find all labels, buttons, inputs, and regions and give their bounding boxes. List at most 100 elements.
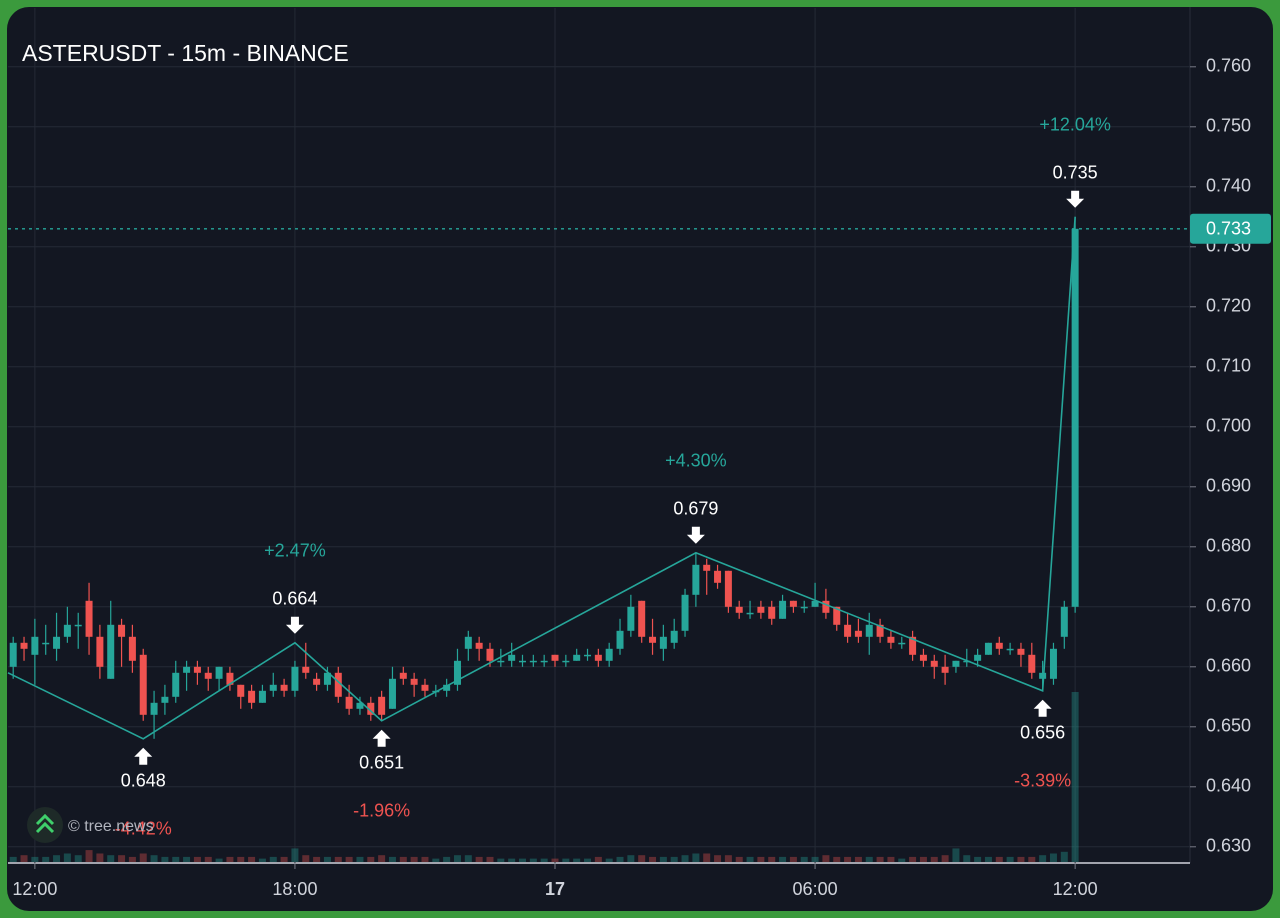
volume-bar (172, 856, 180, 862)
volume-bar (952, 848, 960, 862)
y-tick-label: 0.760 (1206, 56, 1251, 76)
candle-body (865, 624, 873, 637)
candle-body (1071, 228, 1079, 607)
volume-bar (638, 855, 646, 862)
volume-bar (161, 856, 169, 862)
candle-body (345, 696, 353, 709)
last-price-box (1190, 213, 1271, 244)
candle-body (692, 564, 700, 595)
volume-bar (226, 856, 234, 862)
candle-body (74, 624, 82, 627)
volume-bar (345, 856, 353, 862)
x-tick-label: 06:00 (793, 879, 838, 899)
candle-body (161, 696, 169, 703)
candle-body (128, 636, 136, 661)
panel (7, 7, 1273, 911)
last-price-label: 0.733 (1206, 219, 1251, 239)
candle-body (551, 654, 559, 661)
volume-bar (714, 855, 722, 862)
grid (8, 8, 1190, 863)
volume-bar (215, 858, 223, 862)
candle-body (367, 702, 375, 715)
y-tick-label: 0.720 (1206, 296, 1251, 316)
volume-bar (128, 856, 136, 862)
volume-bar (1049, 853, 1057, 862)
pivot-price: 0.656 (1020, 723, 1065, 743)
candle-body (204, 672, 212, 679)
volume-bar (909, 856, 917, 862)
volume-bar (627, 855, 635, 862)
candle-body (562, 660, 570, 663)
volume-bar (323, 856, 331, 862)
volume-bar (334, 856, 342, 862)
volume-bar (941, 855, 949, 862)
candle-body (421, 684, 429, 691)
volume-bar (692, 853, 700, 862)
pivot-arrow (134, 747, 153, 765)
pivot-change: -4.42% (115, 819, 172, 839)
candle-body (356, 702, 364, 709)
volume-layer (9, 692, 1079, 862)
y-tick-label: 0.740 (1206, 176, 1251, 196)
candle-body (399, 672, 407, 679)
y-tick-label: 0.660 (1206, 656, 1251, 676)
candle-body (42, 642, 50, 645)
candle-body (486, 648, 494, 661)
candle-body (746, 612, 754, 615)
candle-body (443, 684, 451, 691)
candle-body (334, 672, 342, 697)
x-tick-label: 17 (545, 879, 565, 899)
candle-body (605, 648, 613, 661)
volume-bar (464, 855, 472, 862)
volume-bar (9, 856, 17, 862)
candle-body (1028, 654, 1036, 673)
pivot-price: 0.735 (1053, 163, 1098, 183)
volume-bar (42, 856, 50, 862)
candle-body (952, 660, 960, 667)
candle-body (193, 666, 201, 673)
volume-bar (85, 850, 93, 862)
candle-body (779, 600, 787, 619)
candle-body (898, 642, 906, 645)
volume-bar (237, 856, 245, 862)
candle-body (594, 654, 602, 661)
candle-body (302, 666, 310, 673)
volume-bar (811, 856, 819, 862)
candle-body (670, 630, 678, 643)
pivot-change: -1.96% (353, 801, 410, 821)
candle-body (724, 570, 732, 607)
x-tick-label: 12:00 (12, 879, 57, 899)
candle-body (258, 690, 266, 703)
candle-body (919, 654, 927, 661)
pivot-change: -3.39% (1014, 771, 1071, 791)
volume-bar (1006, 856, 1014, 862)
pivot-price: 0.679 (673, 499, 718, 519)
candle-body (378, 696, 386, 715)
volume-bar (833, 856, 841, 862)
candle-body (854, 630, 862, 637)
pivot-change: +4.30% (665, 451, 727, 471)
candle-layer (9, 216, 1079, 739)
volume-bar (248, 856, 256, 862)
candle-body (995, 642, 1003, 649)
volume-bar (193, 856, 201, 862)
candle-body (789, 600, 797, 607)
candle-body (714, 570, 722, 583)
volume-bar (139, 853, 147, 862)
volume-bar (865, 856, 873, 862)
candle-body (876, 624, 884, 637)
candle-body (584, 654, 592, 657)
volume-bar (984, 856, 992, 862)
candle-body (768, 606, 776, 619)
volume-bar (919, 856, 927, 862)
volume-bar (410, 856, 418, 862)
candle-body (1049, 648, 1057, 679)
candle-body (681, 594, 689, 631)
volume-bar (453, 855, 461, 862)
pivot-price: 0.664 (272, 589, 317, 609)
candle-body (497, 660, 505, 663)
pivot-arrow (686, 526, 705, 544)
candle-body (388, 678, 396, 709)
candle-body (909, 636, 917, 655)
volume-bar (562, 858, 570, 862)
